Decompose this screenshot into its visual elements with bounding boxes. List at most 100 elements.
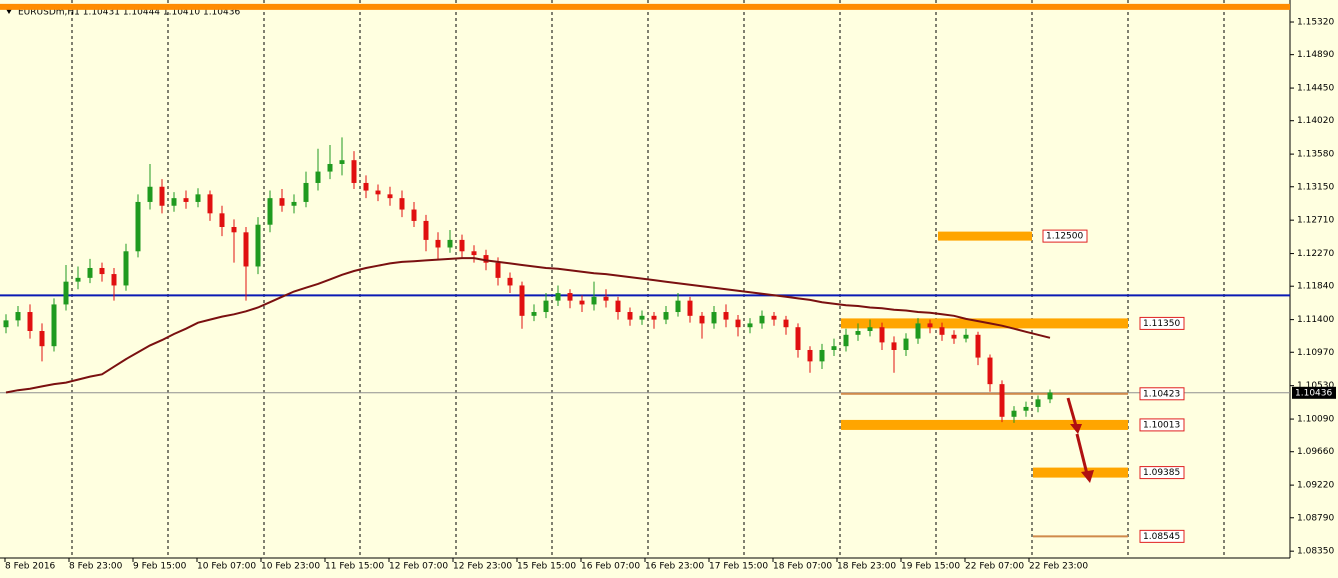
y-tick-label: 1.10530 bbox=[1297, 381, 1334, 391]
candle-body bbox=[327, 163, 333, 172]
candle-body bbox=[999, 384, 1005, 417]
candle-body bbox=[39, 331, 45, 347]
candle-body bbox=[111, 274, 117, 286]
level-label: 1.10423 bbox=[1143, 389, 1180, 399]
x-tick-label: 10 Feb 07:00 bbox=[197, 562, 256, 572]
level-zone bbox=[841, 318, 1128, 329]
candle-body bbox=[555, 293, 561, 301]
candle-body bbox=[795, 327, 801, 350]
candle-body bbox=[255, 224, 261, 267]
level-label: 1.11350 bbox=[1143, 319, 1180, 329]
y-tick-label: 1.08790 bbox=[1297, 513, 1334, 523]
candle-body bbox=[447, 239, 453, 248]
candle-body bbox=[1047, 392, 1053, 400]
level-label-box bbox=[1139, 316, 1185, 330]
candle-body bbox=[315, 171, 321, 183]
candle-body bbox=[495, 262, 501, 278]
candle-body bbox=[1023, 406, 1029, 411]
level-zone bbox=[841, 392, 1128, 395]
arrow bbox=[1075, 433, 1089, 475]
candle-body bbox=[975, 334, 981, 358]
candle-body bbox=[363, 182, 369, 191]
candle-body bbox=[747, 323, 753, 328]
candle-body bbox=[1011, 410, 1017, 417]
candle-body bbox=[219, 213, 225, 227]
arrow-head bbox=[1081, 470, 1094, 483]
candle-body bbox=[75, 277, 81, 282]
y-tick-label: 1.09660 bbox=[1297, 447, 1334, 457]
level-label-box bbox=[1139, 418, 1185, 432]
candle-body bbox=[207, 194, 213, 214]
candle-body bbox=[759, 315, 765, 324]
chart-title: EURUSDm,H1 1.10431 1.10444 1.10410 1.104… bbox=[18, 8, 240, 18]
candle-body bbox=[243, 232, 249, 267]
candle-body bbox=[519, 285, 525, 316]
x-tick-label: 9 Feb 15:00 bbox=[133, 562, 187, 572]
candle-body bbox=[675, 300, 681, 313]
level-label: 1.10013 bbox=[1143, 420, 1180, 430]
level-zone bbox=[1033, 467, 1128, 478]
candle-body bbox=[771, 315, 777, 320]
moving-average bbox=[5, 257, 1051, 394]
candle-body bbox=[867, 327, 873, 332]
level-label: 1.09385 bbox=[1143, 468, 1180, 478]
bid-price-box bbox=[1292, 386, 1336, 399]
candle-body bbox=[651, 315, 657, 320]
candle-body bbox=[855, 331, 861, 335]
candle-body bbox=[135, 201, 141, 252]
x-tick-label: 8 Feb 2016 bbox=[5, 562, 56, 572]
candle-body bbox=[99, 267, 105, 275]
candle-body bbox=[435, 239, 441, 248]
candle-body bbox=[3, 320, 9, 328]
candle-body bbox=[903, 338, 909, 350]
candle-body bbox=[399, 198, 405, 210]
candle-body bbox=[375, 190, 381, 195]
x-tick-label: 8 Feb 23:00 bbox=[69, 562, 123, 572]
y-tick-label: 1.13580 bbox=[1297, 150, 1334, 160]
candle-body bbox=[987, 357, 993, 385]
arrow-head bbox=[1070, 424, 1082, 434]
x-tick-label: 19 Feb 15:00 bbox=[901, 562, 960, 572]
time-grid bbox=[71, 0, 1225, 558]
candle-body bbox=[951, 334, 957, 339]
candle-body bbox=[819, 349, 825, 362]
candle-body bbox=[531, 312, 537, 316]
candle-body bbox=[663, 312, 669, 320]
candle-body bbox=[687, 300, 693, 316]
x-tick-label: 10 Feb 23:00 bbox=[261, 562, 320, 572]
candle-body bbox=[171, 198, 177, 206]
candle-body bbox=[711, 312, 717, 324]
candle-body bbox=[147, 186, 153, 202]
candle-body bbox=[615, 300, 621, 313]
x-tick-label: 15 Feb 15:00 bbox=[517, 562, 576, 572]
level-label-box bbox=[1042, 229, 1088, 243]
level-label-box bbox=[1139, 529, 1185, 543]
x-tick-label: 18 Feb 23:00 bbox=[837, 562, 896, 572]
candle-body bbox=[603, 296, 609, 301]
candle-body bbox=[411, 209, 417, 221]
candle-body bbox=[807, 349, 813, 362]
y-tick-label: 1.12270 bbox=[1297, 249, 1334, 259]
y-tick-label: 1.14450 bbox=[1297, 84, 1334, 94]
x-tick-label: 16 Feb 07:00 bbox=[581, 562, 640, 572]
candle-body bbox=[699, 315, 705, 324]
candle-body bbox=[63, 281, 69, 305]
level-label-box bbox=[1139, 387, 1185, 401]
candle-body bbox=[939, 327, 945, 335]
candle-body bbox=[567, 293, 573, 301]
bid-price-label: 1.10436 bbox=[1295, 388, 1332, 398]
candle-body bbox=[387, 194, 393, 199]
arrow bbox=[1066, 397, 1078, 427]
level-label: 1.08545 bbox=[1143, 532, 1180, 542]
candle-body bbox=[267, 198, 273, 225]
candle-body bbox=[1035, 399, 1041, 407]
y-tick-label: 1.09220 bbox=[1297, 481, 1334, 491]
candle-body bbox=[15, 312, 21, 321]
x-tick-label: 18 Feb 07:00 bbox=[773, 562, 832, 572]
x-tick-label: 22 Feb 23:00 bbox=[1029, 562, 1088, 572]
candle-body bbox=[591, 296, 597, 305]
level-label-box bbox=[1139, 466, 1185, 480]
candle-body bbox=[351, 160, 357, 183]
